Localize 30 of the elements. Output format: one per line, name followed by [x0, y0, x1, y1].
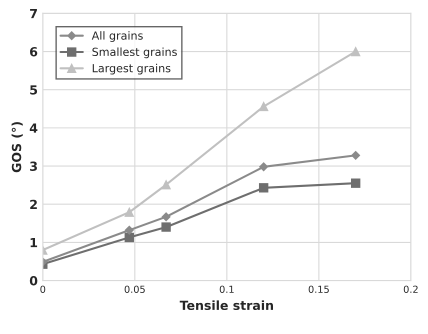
point: [124, 226, 134, 235]
point: [161, 180, 171, 190]
point: [351, 150, 360, 160]
point: [124, 232, 134, 242]
point: [161, 222, 171, 232]
legend-label: All grains: [92, 31, 143, 42]
point: [350, 46, 360, 56]
legend-label: Largest grains: [92, 64, 170, 75]
point: [124, 208, 134, 217]
y-tick-label: 4: [30, 124, 38, 133]
point: [162, 212, 171, 222]
point: [259, 162, 268, 172]
y-tick-label: 3: [30, 162, 37, 171]
y-tick-label: 1: [30, 238, 38, 248]
point: [258, 102, 268, 112]
y-tick-label: 6: [30, 47, 38, 56]
y-tick-label: 5: [30, 85, 38, 95]
x-axis-title: Tensile strain: [180, 300, 274, 310]
x-tick-label: 0.2: [404, 286, 418, 293]
y-axis-title: GOS (°): [12, 122, 23, 172]
x-tick-label: 0.1: [220, 286, 234, 293]
y-tick-label: 0: [30, 276, 38, 286]
point: [350, 178, 360, 188]
y-tick-label: 2: [30, 200, 37, 209]
point: [258, 183, 268, 192]
x-tick-label: 0: [40, 286, 46, 293]
x-tick-label: 0.05: [124, 286, 145, 293]
legend-label: Smallest grains: [92, 47, 177, 58]
x-tick-label: 0.15: [308, 286, 329, 293]
y-tick-label: 7: [30, 8, 37, 18]
